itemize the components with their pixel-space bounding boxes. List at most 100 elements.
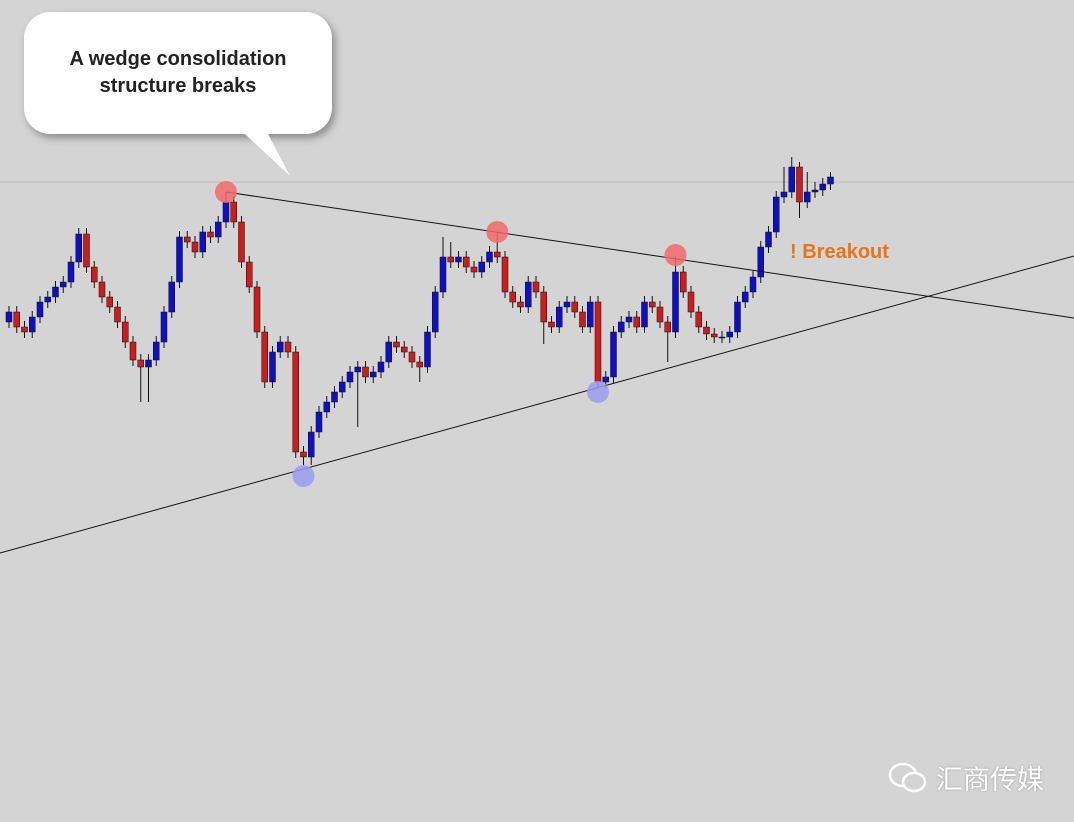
candle-body xyxy=(238,221,245,263)
candle-body xyxy=(300,451,307,458)
candle-body xyxy=(664,321,671,333)
candle-body xyxy=(121,321,129,343)
candle-body xyxy=(385,341,392,363)
candle-body xyxy=(811,189,819,193)
candle-body xyxy=(183,236,191,243)
candle-body xyxy=(106,296,113,308)
candle-body xyxy=(571,301,578,313)
candle-body xyxy=(5,311,13,323)
candle-body xyxy=(718,336,726,339)
candle-body xyxy=(207,231,214,238)
candle-body xyxy=(726,331,733,338)
candle-body xyxy=(563,301,571,308)
candle-body xyxy=(555,306,563,328)
callout: A wedge consolidation structure breaks xyxy=(24,12,332,134)
candle-body xyxy=(462,256,470,268)
candle-body xyxy=(160,311,168,343)
candle-body xyxy=(199,231,206,253)
candle-body xyxy=(222,201,230,223)
candle-body xyxy=(354,366,361,373)
candle-body xyxy=(602,376,609,383)
candle-body xyxy=(470,266,478,273)
candle-body xyxy=(586,301,594,328)
candle-body xyxy=(152,341,160,361)
candle-body xyxy=(455,256,462,263)
candle-body xyxy=(803,191,811,203)
candle-body xyxy=(486,251,493,263)
candle-body xyxy=(734,301,741,333)
candle-body xyxy=(478,261,485,273)
candle-body xyxy=(439,256,447,293)
candle-body xyxy=(214,221,222,238)
candle-body xyxy=(788,166,795,193)
candle-body xyxy=(75,233,82,263)
candle-body xyxy=(703,326,710,335)
candle-body xyxy=(59,281,67,288)
candle-body xyxy=(129,341,137,361)
candle-body xyxy=(610,331,617,378)
wechat-icon xyxy=(888,762,927,792)
candle-body xyxy=(416,361,423,368)
candle-body xyxy=(765,231,772,248)
candle-body xyxy=(168,281,175,313)
candle-body xyxy=(145,359,152,368)
candle-body xyxy=(710,333,718,338)
pivot-marker xyxy=(586,381,609,403)
breakout-label: ! Breakout xyxy=(790,241,889,263)
candle-body xyxy=(501,256,509,293)
candle-body xyxy=(625,316,633,323)
pivot-marker xyxy=(214,181,237,203)
pivot-marker xyxy=(664,244,687,266)
candle-body xyxy=(741,291,749,303)
candle-body xyxy=(400,346,408,353)
candle-body xyxy=(98,281,106,298)
candle-body xyxy=(517,301,524,308)
candle-body xyxy=(548,321,555,328)
candle-body xyxy=(780,191,788,198)
candle-body xyxy=(13,311,20,328)
candle-body xyxy=(284,341,292,353)
candle-body xyxy=(52,286,59,298)
candle-body xyxy=(362,366,369,378)
candle-body xyxy=(90,266,98,283)
candle-body xyxy=(137,359,144,368)
candle-body xyxy=(641,301,648,328)
candle-body xyxy=(672,271,679,333)
callout-line: A wedge consolidation xyxy=(69,48,287,70)
candle-body xyxy=(679,271,687,293)
candle-body xyxy=(369,371,377,378)
candle-body xyxy=(579,311,586,328)
candle-body xyxy=(292,351,299,453)
candle-body xyxy=(36,301,44,318)
candle-body xyxy=(323,401,330,413)
candle-body xyxy=(331,391,338,403)
candle-body xyxy=(377,361,385,373)
candle-body xyxy=(346,371,354,383)
candle-body xyxy=(21,326,28,333)
candle-body xyxy=(114,306,121,323)
watermark: 汇商传媒 xyxy=(888,758,1044,797)
candle-body xyxy=(176,236,183,283)
candle-body xyxy=(338,381,346,393)
candle-body xyxy=(253,286,261,333)
candle-body xyxy=(315,411,323,433)
candle-body xyxy=(408,351,416,363)
candle-body xyxy=(687,291,695,313)
candle-body xyxy=(67,261,75,283)
candle-body xyxy=(245,261,253,288)
candle-body xyxy=(261,331,268,383)
candle-body xyxy=(648,301,656,308)
candle-body xyxy=(509,291,516,303)
candle-body xyxy=(827,176,834,185)
candle-body xyxy=(191,241,199,253)
candle-body xyxy=(44,296,51,303)
candle-body xyxy=(532,281,540,293)
candle-body xyxy=(524,281,532,308)
candle-body xyxy=(796,166,803,203)
trendline xyxy=(225,191,1074,319)
candle-body xyxy=(633,316,640,328)
candle-body xyxy=(276,341,284,353)
watermark-text: 汇商传媒 xyxy=(936,765,1044,795)
